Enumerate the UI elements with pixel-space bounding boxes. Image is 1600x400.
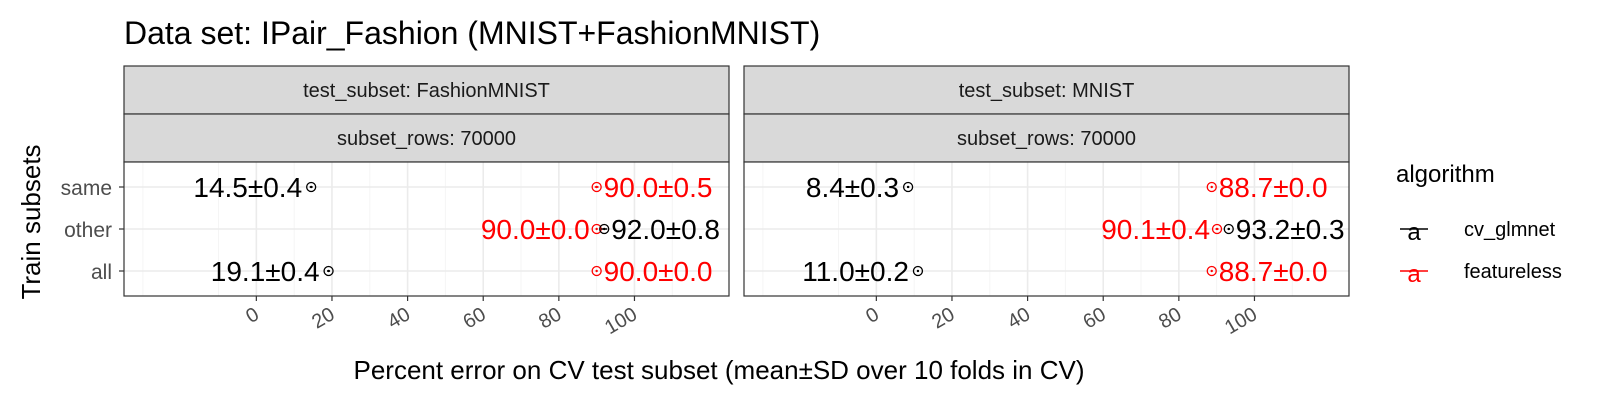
facet-panels: same other all test_subset: FashionMNIST sub…: [61, 65, 1350, 339]
y-tick-label-all: all: [91, 261, 112, 284]
point-center-featureless-other: [1215, 227, 1219, 231]
point-featureless-same: [1206, 181, 1217, 193]
point-center-featureless-same: [595, 185, 598, 189]
point-featureless-all: [1206, 265, 1217, 277]
point-featureless-same: [591, 181, 602, 193]
data-label-cv_glmnet-same: 8.4±0.3: [806, 172, 899, 203]
x-tick-label: 0: [862, 303, 883, 328]
data-label-cv_glmnet-other: 92.0±0.8: [611, 214, 720, 245]
strip-top-background: [123, 65, 730, 115]
point-featureless-other: [1211, 223, 1223, 235]
strip-bottom-label: subset_rows: 70000: [957, 128, 1136, 150]
strip-bottom-label: subset_rows: 70000: [337, 128, 516, 150]
y-tick-label-same: same: [61, 177, 112, 200]
point-cv_glmnet-other: [1223, 223, 1234, 235]
chart-title: Data set: IPair_Fashion (MNIST+FashionMN…: [124, 15, 820, 51]
x-tick-label: 80: [1155, 303, 1185, 333]
point-cv_glmnet-same: [902, 181, 914, 193]
x-tick-label: 0: [242, 303, 263, 328]
legend-label-featureless: featureless: [1464, 261, 1562, 283]
legend-label-cv_glmnet: cv_glmnet: [1464, 219, 1556, 241]
data-label-featureless-same: 88.7±0.0: [1219, 172, 1328, 203]
point-center-cv_glmnet-all: [916, 269, 920, 273]
data-label-cv_glmnet-all: 11.0±0.2: [802, 256, 909, 287]
strip-bottom-background: [123, 113, 730, 163]
point-cv_glmnet-other: [599, 223, 610, 235]
data-label-cv_glmnet-other: 93.2±0.3: [1236, 214, 1345, 245]
data-label-featureless-all: 90.0±0.0: [604, 256, 713, 287]
point-center-featureless-other: [595, 227, 598, 231]
panel-border: [743, 161, 1350, 297]
strip-bottom-background: [743, 113, 1350, 163]
data-label-featureless-other: 90.1±0.4: [1101, 214, 1210, 245]
point-featureless-other: [591, 223, 602, 235]
panel-border: [123, 161, 730, 297]
x-tick-label: 40: [384, 303, 414, 333]
legend-key-glyph-featureless: a: [1407, 261, 1421, 288]
point-center-cv_glmnet-all: [327, 269, 330, 273]
x-tick-label: 20: [928, 303, 958, 333]
point-center-cv_glmnet-other: [1227, 227, 1230, 231]
x-tick-label: 60: [459, 303, 489, 333]
x-tick-label: 40: [1004, 303, 1034, 333]
point-center-cv_glmnet-same: [906, 185, 910, 189]
point-center-cv_glmnet-same: [309, 185, 313, 189]
point-cv_glmnet-all: [323, 265, 334, 277]
point-center-cv_glmnet-other: [603, 227, 606, 231]
x-tick-label: 60: [1079, 303, 1109, 333]
strip-top-background: [743, 65, 1350, 115]
point-cv_glmnet-same: [306, 181, 317, 193]
x-tick-label: 100: [601, 303, 641, 339]
panel-1: test_subset: FashionMNIST subset_rows: 70…: [123, 65, 730, 339]
point-featureless-all: [591, 265, 602, 277]
x-tick-label: 100: [1221, 303, 1261, 339]
data-label-featureless-same: 90.0±0.5: [604, 172, 713, 203]
x-axis-title: Percent error on CV test subset (mean±SD…: [353, 355, 1084, 385]
data-label-cv_glmnet-all: 19.1±0.4: [211, 256, 320, 287]
panel-2: test_subset: MNIST subset_rows: 70000 8.4±…: [743, 65, 1350, 339]
y-tick-label-other: other: [64, 219, 112, 242]
legend-title: algorithm: [1396, 161, 1495, 188]
y-axis-title: Train subsets: [16, 144, 46, 299]
strip-top-label: test_subset: FashionMNIST: [303, 80, 550, 102]
point-center-featureless-all: [595, 269, 598, 273]
legend-key-glyph-cv_glmnet: a: [1407, 219, 1421, 246]
data-label-featureless-other: 90.0±0.0: [481, 214, 590, 245]
data-label-cv_glmnet-same: 14.5±0.4: [193, 172, 302, 203]
y-axis: same other all: [61, 177, 124, 284]
point-center-featureless-all: [1210, 269, 1213, 273]
point-center-featureless-same: [1210, 185, 1213, 189]
point-cv_glmnet-all: [912, 265, 924, 277]
strip-top-label: test_subset: MNIST: [959, 80, 1135, 102]
x-tick-label: 20: [308, 303, 338, 333]
x-tick-label: 80: [535, 303, 565, 333]
data-label-featureless-all: 88.7±0.0: [1219, 256, 1328, 287]
